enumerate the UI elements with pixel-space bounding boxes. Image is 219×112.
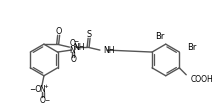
Text: O: O <box>40 96 46 105</box>
Text: O: O <box>69 39 75 48</box>
Text: Br: Br <box>155 32 164 41</box>
Text: O: O <box>55 27 62 36</box>
Text: NH: NH <box>103 46 115 55</box>
Text: COOH: COOH <box>190 75 213 84</box>
Text: N: N <box>69 46 75 55</box>
Text: S: S <box>87 30 92 39</box>
Text: N: N <box>39 85 45 94</box>
Text: +: + <box>44 84 48 89</box>
Text: +: + <box>73 44 78 49</box>
Text: Br: Br <box>187 43 197 52</box>
Text: −: − <box>73 38 78 43</box>
Text: −O: −O <box>29 85 41 94</box>
Text: −: − <box>44 97 49 102</box>
Text: O: O <box>70 55 76 64</box>
Text: NH: NH <box>73 43 84 52</box>
